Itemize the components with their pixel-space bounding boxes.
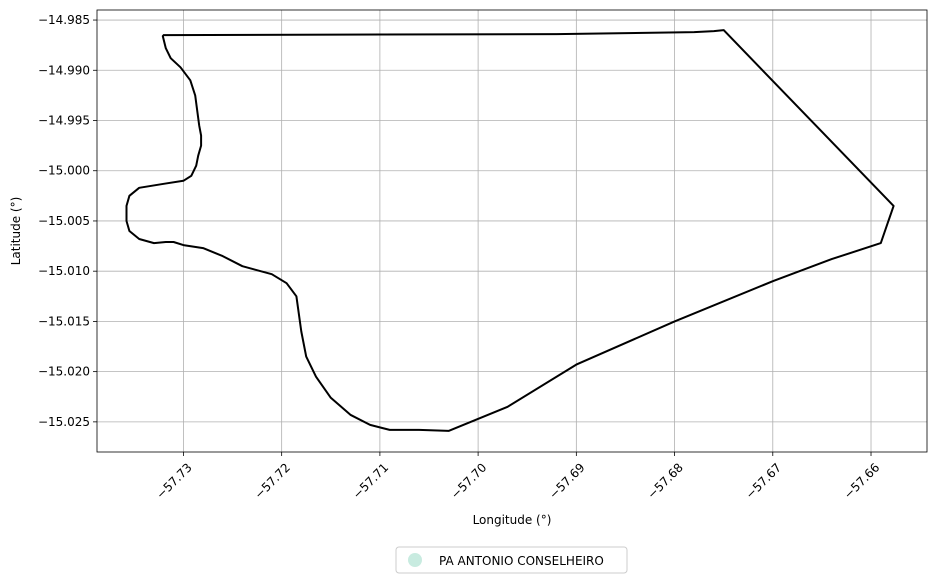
legend-label: PA ANTONIO CONSELHEIRO: [439, 554, 604, 568]
y-tick-label: −14.985: [38, 13, 90, 27]
y-tick-label: −14.990: [38, 63, 90, 77]
y-tick-label: −15.020: [38, 365, 90, 379]
y-tick-label: −14.995: [38, 114, 90, 128]
territory-boundary: [125, 29, 895, 432]
y-axis: −14.985 −14.990 −14.995 −15.000 −15.005 −15.0…: [38, 13, 97, 429]
plot-frame: [96, 9, 928, 453]
legend-box: [395, 546, 628, 574]
y-tick-label: −15.000: [38, 164, 90, 178]
grid-layer: [97, 10, 927, 452]
y-tick-label: −15.025: [38, 415, 90, 429]
y-tick-label: −15.010: [38, 264, 90, 278]
y-tick-label: −15.005: [38, 214, 90, 228]
x-axis-label: Longitude (°): [473, 513, 552, 527]
legend: PA ANTONIO CONSELHEIRO: [395, 546, 628, 574]
y-tick-label: −15.015: [38, 314, 90, 328]
legend-marker: [408, 553, 422, 567]
boundary-layer: [125, 29, 895, 432]
y-axis-label: Latitude (°): [9, 197, 23, 266]
